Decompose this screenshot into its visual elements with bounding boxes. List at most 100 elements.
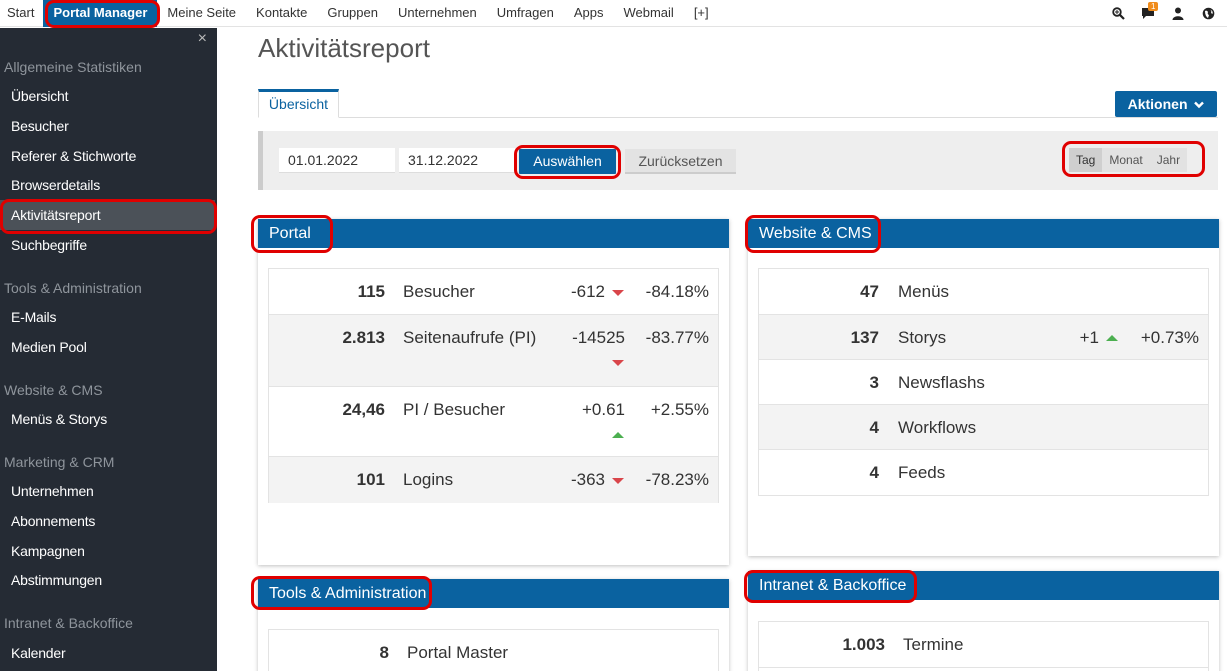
trend-down-icon bbox=[612, 290, 624, 296]
close-sidebar-icon[interactable]: × bbox=[197, 30, 207, 47]
stat-percent: -78.23% bbox=[645, 470, 709, 489]
portal-panel: Portal 115 Besucher -612 -84.18% 2.813 S… bbox=[258, 219, 729, 565]
sidebar-item-medien-pool[interactable]: Medien Pool bbox=[11, 339, 87, 355]
tabs-divider bbox=[258, 117, 1218, 118]
website-cms-panel-title: Website & CMS bbox=[748, 219, 1219, 248]
website-cms-panel: Website & CMS 47 Menüs 137 Storys +1 +0.… bbox=[748, 219, 1219, 556]
stat-label: PI / Besucher bbox=[403, 400, 506, 419]
sidebar-heading-tools: Tools & Administration bbox=[4, 280, 142, 296]
globe-icon[interactable] bbox=[1201, 7, 1215, 21]
intranet-stats-table: 1.003 Termine bbox=[758, 621, 1209, 671]
sidebar-heading-marketing: Marketing & CRM bbox=[4, 454, 115, 470]
tools-stats-table: 8 Portal Master bbox=[268, 629, 719, 671]
messages-icon[interactable]: 1 bbox=[1141, 1, 1159, 21]
trend-up-icon bbox=[612, 432, 624, 438]
table-row: 3 Newsflashs bbox=[759, 360, 1208, 405]
nav-portal-manager[interactable]: Portal Manager bbox=[43, 0, 158, 27]
notification-badge: 1 bbox=[1148, 1, 1159, 11]
stat-label: Seitenaufrufe (PI) bbox=[403, 328, 537, 347]
tab-uebersicht[interactable]: Übersicht bbox=[258, 89, 339, 118]
sidebar-item-uebersicht[interactable]: Übersicht bbox=[11, 88, 69, 104]
sidebar-item-kampagnen[interactable]: Kampagnen bbox=[11, 543, 85, 559]
stat-label: Workflows bbox=[898, 418, 977, 437]
stat-percent: -83.77% bbox=[645, 328, 709, 347]
stat-change: -14525 bbox=[572, 328, 625, 347]
date-from-input[interactable] bbox=[279, 148, 395, 173]
intranet-panel-title: Intranet & Backoffice bbox=[748, 571, 1219, 600]
nav-add-more[interactable]: [+] bbox=[693, 5, 709, 20]
stat-value: 115 bbox=[357, 282, 385, 301]
stat-value: 4 bbox=[869, 418, 879, 437]
nav-apps[interactable]: Apps bbox=[573, 5, 604, 20]
period-year[interactable]: Jahr bbox=[1156, 153, 1181, 167]
table-row: 8 Portal Master bbox=[269, 630, 718, 671]
nav-meine-seite[interactable]: Meine Seite bbox=[167, 5, 237, 20]
sidebar-heading-website: Website & CMS bbox=[4, 382, 103, 398]
stat-label: Besucher bbox=[403, 282, 475, 301]
nav-unternehmen[interactable]: Unternehmen bbox=[397, 5, 477, 20]
trend-down-icon bbox=[612, 478, 624, 484]
stat-value: 1.003 bbox=[842, 635, 885, 654]
table-row: 137 Storys +1 +0.73% bbox=[759, 315, 1208, 360]
table-row: 2.813 Seitenaufrufe (PI) -14525 -83.77% bbox=[269, 315, 718, 387]
actions-button-label: Aktionen bbox=[1127, 96, 1188, 112]
sidebar-item-kalender[interactable]: Kalender bbox=[11, 645, 66, 661]
page-title: Aktivitätsreport bbox=[258, 33, 430, 63]
tools-admin-panel: Tools & Administration 8 Portal Master bbox=[258, 579, 729, 671]
nav-start[interactable]: Start bbox=[7, 5, 35, 20]
sidebar-item-aktivitaetsreport[interactable]: Aktivitätsreport bbox=[0, 200, 215, 230]
stat-label: Logins bbox=[403, 470, 454, 489]
table-row: 24,46 PI / Besucher +0.61 +2.55% bbox=[269, 387, 718, 457]
stat-label: Portal Master bbox=[407, 643, 509, 662]
stat-label: Termine bbox=[903, 635, 964, 654]
top-nav-menu: Start Portal Manager Meine Seite Kontakt… bbox=[0, 0, 719, 27]
intranet-backoffice-panel: Intranet & Backoffice 1.003 Termine bbox=[748, 571, 1219, 671]
trend-up-icon bbox=[1106, 335, 1118, 341]
sidebar-item-menues-storys[interactable]: Menüs & Storys bbox=[11, 411, 108, 427]
nav-umfragen[interactable]: Umfragen bbox=[496, 5, 554, 20]
actions-button[interactable]: Aktionen bbox=[1115, 91, 1217, 117]
stat-value: 47 bbox=[860, 282, 879, 301]
top-icons: 1 bbox=[1111, 0, 1215, 27]
user-icon[interactable] bbox=[1171, 7, 1185, 21]
period-month[interactable]: Monat bbox=[1109, 153, 1143, 167]
nav-kontakte[interactable]: Kontakte bbox=[256, 5, 308, 20]
table-row: 1.003 Termine bbox=[759, 622, 1208, 668]
sidebar-item-abstimmungen[interactable]: Abstimmungen bbox=[11, 572, 102, 588]
trend-down-icon bbox=[612, 360, 624, 366]
reset-button[interactable]: Zurücksetzen bbox=[625, 149, 736, 174]
period-day[interactable]: Tag bbox=[1069, 148, 1103, 172]
sidebar-item-browserdetails[interactable]: Browserdetails bbox=[11, 177, 101, 193]
stat-value: 137 bbox=[850, 328, 879, 347]
stat-percent: +0.73% bbox=[1140, 328, 1199, 347]
zoom-icon[interactable] bbox=[1111, 7, 1125, 21]
table-row: 101 Logins -363 -78.23% bbox=[269, 457, 718, 503]
sidebar-item-referer[interactable]: Referer & Stichworte bbox=[11, 148, 137, 164]
sidebar-item-besucher[interactable]: Besucher bbox=[11, 118, 69, 134]
sidebar-item-unternehmen[interactable]: Unternehmen bbox=[11, 483, 94, 499]
stat-value: 4 bbox=[869, 463, 879, 482]
top-navigation-bar: Start Portal Manager Meine Seite Kontakt… bbox=[0, 0, 1227, 27]
portal-stats-table: 115 Besucher -612 -84.18% 2.813 Seitenau… bbox=[268, 268, 719, 503]
nav-webmail[interactable]: Webmail bbox=[623, 5, 674, 20]
stat-change: -612 bbox=[570, 282, 605, 301]
select-button[interactable]: Auswählen bbox=[519, 149, 616, 174]
sidebar-heading-allgemeine: Allgemeine Statistiken bbox=[4, 59, 142, 75]
stat-value: 3 bbox=[869, 373, 879, 392]
stat-label: Feeds bbox=[898, 463, 946, 482]
nav-gruppen[interactable]: Gruppen bbox=[327, 5, 378, 20]
stat-percent: +2.55% bbox=[650, 400, 709, 419]
stat-value: 24,46 bbox=[342, 400, 385, 419]
sidebar-item-abonnements[interactable]: Abonnements bbox=[11, 513, 96, 529]
sidebar-item-suchbegriffe[interactable]: Suchbegriffe bbox=[11, 237, 87, 253]
portal-panel-title: Portal bbox=[258, 219, 729, 248]
stat-value: 101 bbox=[356, 470, 385, 489]
stat-label: Menüs bbox=[898, 282, 950, 301]
sidebar-heading-intranet: Intranet & Backoffice bbox=[4, 615, 133, 631]
stat-label: Storys bbox=[898, 328, 947, 347]
website-stats-table: 47 Menüs 137 Storys +1 +0.73% 3 Newsflas… bbox=[758, 268, 1209, 496]
sidebar-item-emails[interactable]: E-Mails bbox=[11, 309, 57, 325]
chevron-down-icon bbox=[1194, 101, 1205, 109]
stat-change: -363 bbox=[570, 470, 605, 489]
date-to-input[interactable] bbox=[399, 148, 515, 173]
